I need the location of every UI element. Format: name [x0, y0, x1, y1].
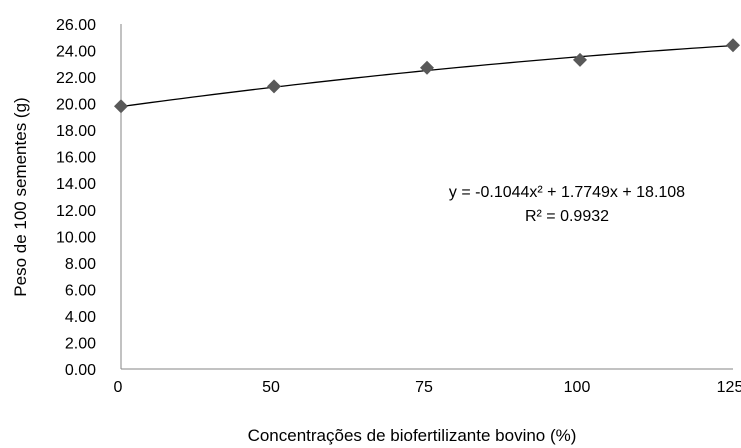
data-point — [726, 38, 740, 53]
y-axis-tick-labels: 0.00 2.00 4.00 6.00 8.00 10.00 12.00 14.00 16.00… — [56, 17, 96, 379]
y-tick-label: 24.00 — [56, 44, 96, 61]
data-point — [573, 52, 587, 67]
y-tick-label: 16.00 — [56, 150, 96, 167]
y-tick-label: 0.00 — [65, 362, 96, 379]
data-point — [267, 79, 281, 94]
data-point — [114, 99, 128, 114]
trendline-r-squared: R² = 0.9932 — [525, 208, 609, 225]
x-axis-tick-labels: 0 50 75 100 125 — [114, 379, 741, 396]
y-tick-label: 18.00 — [56, 123, 96, 140]
trendline-equation: y = -0.1044x² + 1.7749x + 18.108 — [449, 184, 685, 201]
data-point — [420, 60, 434, 75]
y-tick-label: 6.00 — [65, 282, 96, 299]
y-tick-label: 20.00 — [56, 97, 96, 114]
x-axis-title: Concentrações de biofertilizante bovino … — [248, 426, 577, 445]
y-tick-label: 10.00 — [56, 229, 96, 246]
x-tick-label: 50 — [262, 379, 280, 396]
y-tick-label: 8.00 — [65, 256, 96, 273]
x-tick-label: 125 — [717, 379, 741, 396]
y-tick-label: 2.00 — [65, 335, 96, 352]
trendline — [120, 44, 734, 108]
y-tick-label: 14.00 — [56, 176, 96, 193]
x-tick-label: 75 — [415, 379, 433, 396]
y-tick-label: 12.00 — [56, 203, 96, 220]
x-tick-label: 0 — [114, 379, 123, 396]
y-tick-label: 26.00 — [56, 17, 96, 34]
y-tick-label: 22.00 — [56, 70, 96, 87]
data-points — [114, 38, 740, 114]
y-axis-title: Peso de 100 sementes (g) — [11, 97, 30, 296]
x-tick-label: 100 — [564, 379, 591, 396]
y-tick-label: 4.00 — [65, 309, 96, 326]
